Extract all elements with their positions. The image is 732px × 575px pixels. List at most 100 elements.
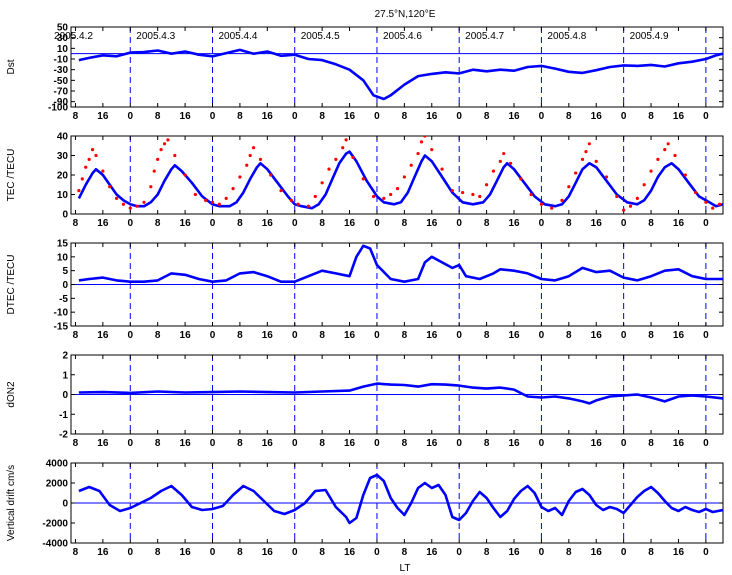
x-tick-label: 8: [648, 438, 654, 449]
observed-point: [142, 200, 146, 204]
x-tick-label: 16: [262, 438, 274, 449]
x-tick-label: 16: [591, 218, 603, 229]
x-tick-label: 16: [344, 330, 356, 341]
observed-point: [313, 194, 317, 199]
x-tick-label: 16: [344, 111, 356, 122]
observed-point: [173, 153, 177, 158]
x-tick-label: 16: [262, 111, 274, 122]
y-tick-label: -15: [54, 322, 69, 333]
observed-point: [622, 208, 626, 212]
y-tick-label: -10: [54, 55, 69, 66]
observed-point: [508, 161, 513, 165]
x-tick-label: 8: [566, 330, 572, 341]
y-tick-label: 10: [57, 190, 69, 201]
x-tick-label: 0: [127, 330, 133, 341]
x-tick-label: 0: [456, 218, 462, 229]
y-axis-label: Dst: [6, 59, 17, 74]
y-tick-label: -90: [54, 97, 69, 108]
observed-point: [320, 181, 324, 185]
observed-point: [224, 196, 228, 200]
y-tick-label: -100: [48, 103, 68, 114]
observed-point: [519, 177, 523, 181]
x-tick-label: 0: [127, 438, 133, 449]
figure-title: 27.5°N,120°E: [375, 9, 436, 20]
observed-point: [77, 189, 81, 193]
y-tick-label: 0: [62, 390, 68, 401]
observed-point: [416, 151, 420, 156]
panel-5: 4000 2000 0 -2000 -4000 8 16 0 8 16 0 8 16 0 8 16 0 8 16 0 8…: [6, 459, 724, 558]
series-line: [78, 244, 723, 283]
x-tick-label: 0: [539, 218, 545, 229]
x-tick-label: 0: [374, 218, 380, 229]
x-tick-label: 8: [402, 438, 408, 449]
x-tick-label: 0: [456, 438, 462, 449]
x-tick-label: 16: [591, 111, 603, 122]
observed-point: [615, 194, 619, 199]
y-tick-label: -30: [54, 65, 69, 76]
observed-point: [252, 146, 256, 150]
observed-point: [717, 202, 722, 206]
x-tick-label: 8: [484, 330, 490, 341]
x-tick-label: 8: [319, 330, 325, 341]
observed-point: [491, 169, 496, 173]
observed-point: [704, 200, 708, 204]
x-tick-label: 0: [703, 438, 709, 449]
observed-point: [327, 167, 331, 171]
x-tick-label: 8: [237, 330, 243, 341]
x-tick-label: 16: [262, 218, 274, 229]
observed-point: [135, 204, 139, 208]
observed-point: [269, 173, 273, 177]
y-tick-label: 2000: [46, 479, 69, 490]
x-tick-label: 16: [180, 438, 192, 449]
x-tick-label: 0: [292, 218, 298, 229]
observed-point: [635, 196, 639, 200]
x-tick-label: 0: [127, 547, 133, 558]
x-tick-label: 16: [180, 547, 192, 558]
observed-point: [248, 153, 252, 158]
y-tick-label: 2: [62, 351, 68, 362]
x-tick-label: 16: [97, 438, 109, 449]
x-tick-label: 0: [292, 330, 298, 341]
observed-point: [663, 148, 667, 152]
x-tick-label: 0: [292, 438, 298, 449]
observed-point: [574, 171, 578, 175]
x-tick-label: 8: [73, 330, 79, 341]
observed-point: [423, 136, 427, 138]
x-tick-label: 16: [508, 218, 520, 229]
y-tick-label: 0: [62, 499, 68, 510]
x-tick-label: 16: [344, 438, 356, 449]
observed-point: [673, 153, 677, 158]
x-tick-label: 0: [539, 438, 545, 449]
y-axis-label: Vertical drift cm/s: [6, 465, 17, 541]
series-line: [78, 48, 723, 101]
observed-point: [395, 187, 400, 191]
observed-point: [567, 185, 571, 189]
date-label: 2005.4.9: [630, 31, 669, 42]
x-tick-label: 8: [155, 330, 161, 341]
x-tick-label: 8: [648, 111, 654, 122]
date-label: 2005.4.2: [54, 31, 93, 42]
x-tick-label: 8: [566, 218, 572, 229]
date-label: 2005.4.4: [219, 31, 258, 42]
x-tick-label: 0: [621, 330, 627, 341]
observed-point: [498, 159, 502, 163]
x-tick-label: 16: [97, 218, 109, 229]
observed-point: [149, 185, 153, 189]
x-tick-label: 8: [237, 438, 243, 449]
x-tick-label: 16: [508, 111, 520, 122]
x-tick-label: 16: [426, 330, 438, 341]
x-tick-label: 8: [402, 547, 408, 558]
x-tick-label: 0: [703, 330, 709, 341]
observed-point: [152, 169, 156, 173]
observed-point: [529, 192, 533, 197]
date-label: 2005.4.7: [465, 31, 504, 42]
x-tick-label: 16: [262, 547, 274, 558]
y-axis-label: TEC /TECU: [6, 149, 17, 202]
observed-point: [296, 202, 300, 206]
observed-point: [238, 175, 242, 179]
observed-point: [539, 202, 544, 206]
observed-point: [166, 138, 170, 142]
y-tick-label: 40: [57, 132, 69, 143]
y-tick-label: -2000: [42, 519, 68, 530]
x-tick-label: 16: [180, 218, 192, 229]
